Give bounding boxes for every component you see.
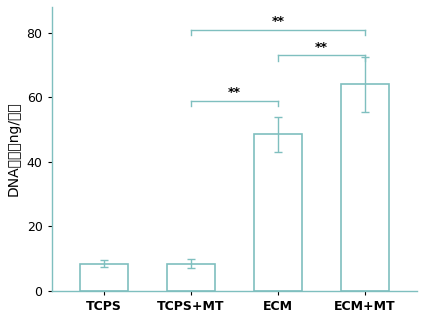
Text: **: ** (271, 15, 285, 28)
Bar (254, 134, 302, 291)
Bar (341, 84, 389, 291)
Bar (80, 264, 128, 291)
Bar (167, 264, 215, 291)
Text: **: ** (228, 86, 241, 99)
Y-axis label: DNA含量（ng/孔）: DNA含量（ng/孔） (7, 102, 21, 196)
Text: **: ** (315, 41, 328, 54)
